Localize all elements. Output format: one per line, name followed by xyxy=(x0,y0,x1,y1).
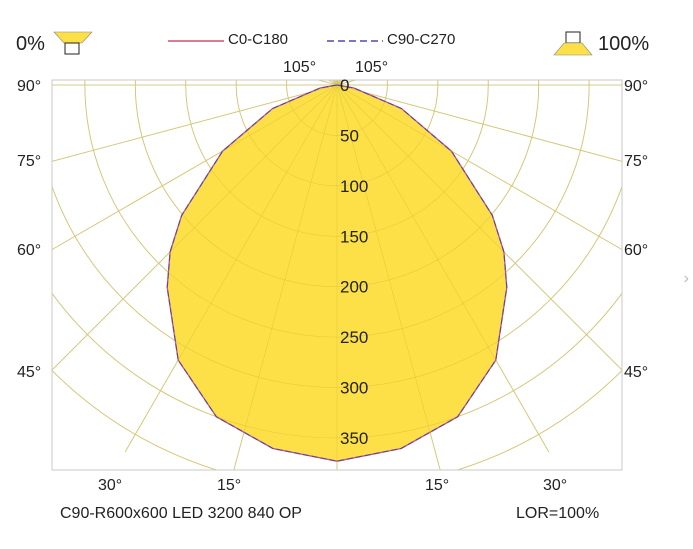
angle-label-bottom: 30° xyxy=(543,477,567,494)
grid-radial-overlay xyxy=(336,80,347,86)
angle-label-right: 75° xyxy=(624,153,648,170)
grid-radial-line xyxy=(336,80,347,86)
angle-label-bottom: 15° xyxy=(425,477,449,494)
legend-label-c0: C0-C180 xyxy=(228,31,289,48)
grid-radial-overlay xyxy=(336,84,622,250)
angle-label-left: 60° xyxy=(17,242,41,259)
angle-label-left: 75° xyxy=(17,153,41,170)
left-percent-label: 0% xyxy=(16,33,45,55)
radial-tick-label: 150 xyxy=(340,227,368,246)
radial-tick-label: 50 xyxy=(340,126,359,145)
grid-radial-overlay xyxy=(52,84,338,162)
right-percent-label: 100% xyxy=(598,33,650,55)
grid-radial-overlay xyxy=(233,84,338,470)
next-chevron-icon[interactable]: › xyxy=(683,270,689,287)
angle-label-left: 45° xyxy=(17,364,41,381)
grid-radial-overlay xyxy=(336,84,550,452)
radial-tick-label: 0 xyxy=(340,76,349,95)
series-line-c0 xyxy=(166,84,508,462)
angle-label-left: 90° xyxy=(17,78,41,95)
radial-tick-label: 350 xyxy=(340,429,368,448)
angle-label-top: 105° xyxy=(283,59,316,76)
legend-swatch-c0 xyxy=(168,40,224,42)
radial-tick-label: 250 xyxy=(340,328,368,347)
grid-radial-overlay xyxy=(52,84,338,250)
lor-value: LOR=100% xyxy=(516,505,600,522)
grid-radial-overlay xyxy=(52,84,338,371)
grid-radial-line xyxy=(336,80,358,86)
angle-label-top: 105° xyxy=(355,59,388,76)
radial-tick-label: 300 xyxy=(340,379,368,398)
legend-swatch-c90 xyxy=(327,40,383,42)
angle-label-right: 90° xyxy=(624,78,648,95)
product-name: C90-R600x600 LED 3200 840 OP xyxy=(60,505,302,522)
angle-label-right: 60° xyxy=(624,242,648,259)
radial-tick-label: 200 xyxy=(340,278,368,297)
legend-label-c90: C90-C270 xyxy=(387,31,456,48)
grid-radial-overlay xyxy=(336,84,441,470)
grid-radial-overlay xyxy=(336,80,339,86)
luminaire-uplight-icon xyxy=(553,31,593,56)
grid-radial-line xyxy=(336,80,339,86)
grid-radial-overlay xyxy=(336,84,622,371)
angle-label-right: 45° xyxy=(624,364,648,381)
angle-label-bottom: 30° xyxy=(98,477,122,494)
plot-frame xyxy=(51,79,623,471)
radial-tick-label: 100 xyxy=(340,177,368,196)
grid-radial-overlay xyxy=(336,80,357,86)
grid-radial-overlay xyxy=(336,84,622,162)
angle-label-bottom: 15° xyxy=(217,477,241,494)
luminaire-downlight-icon xyxy=(53,31,93,55)
grid-radial-overlay xyxy=(124,84,338,452)
